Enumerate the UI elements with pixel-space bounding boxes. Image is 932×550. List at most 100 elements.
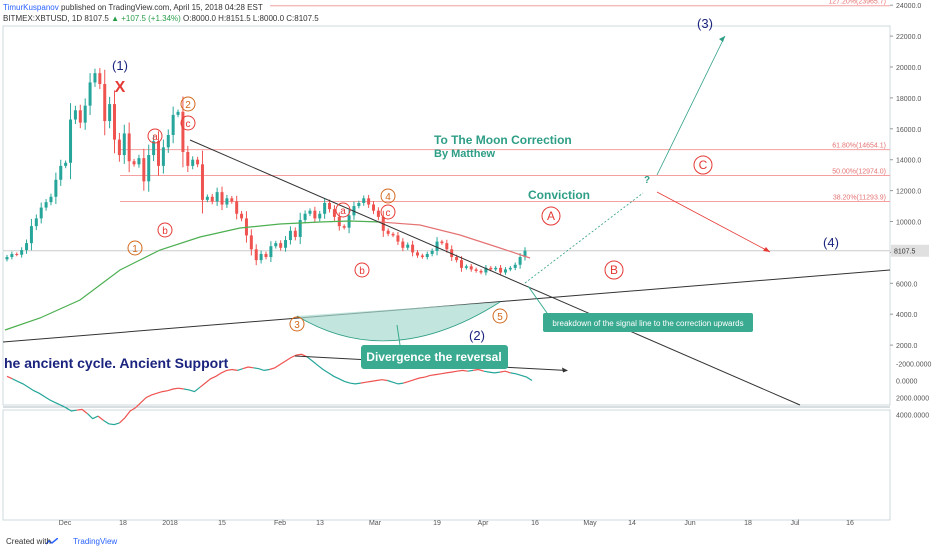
wave-label: b [162, 226, 168, 237]
candle-body [200, 164, 204, 200]
divergence-pointer [396, 324, 401, 346]
candle-body [156, 141, 160, 166]
candle-body [503, 269, 507, 273]
candle-body [376, 210, 380, 217]
candle-body [391, 233, 395, 236]
candle-body [425, 253, 429, 258]
candle-body [323, 202, 327, 214]
oscillator-line [97, 415, 104, 421]
candle-body [186, 151, 190, 166]
wave-label: c [186, 119, 191, 130]
candle-body [235, 201, 239, 214]
candle-body [254, 249, 258, 261]
wave-label-circle [693, 155, 713, 175]
candle-body [464, 266, 468, 268]
y-tick-label: 22000.0 [896, 34, 921, 41]
oscillator-line [467, 369, 474, 372]
x-tick-label: Apr [478, 520, 490, 527]
red-moving-average [379, 221, 531, 259]
wave-label-circle [354, 262, 370, 278]
candle-body [205, 196, 209, 200]
author-name[interactable]: TimurKuspanov [3, 3, 59, 12]
candle-body [225, 198, 229, 205]
candle-body [332, 209, 336, 217]
x-tick-label: 19 [433, 520, 441, 527]
created-with-text: Created with [6, 537, 51, 546]
candle-body [420, 255, 424, 258]
header-line-2: BITMEX:XBTUSD, 1D 8107.5 ▲ +107.5 (+1.34… [3, 14, 319, 23]
oscillator-line [472, 368, 484, 372]
candle-body [513, 264, 517, 268]
wave-label: 1 [132, 244, 138, 255]
arrow-head-down [763, 247, 770, 252]
y-tick-label: 2000.0 [896, 343, 918, 350]
candle-body [215, 192, 219, 202]
candle-body [127, 133, 131, 162]
candle-body [411, 244, 415, 253]
annotation-ancient-support: he ancient cycle. Ancient Support [4, 355, 229, 371]
candle-body [64, 162, 68, 166]
annotation-subtitle: By Matthew [434, 148, 496, 160]
y-tick-label: 24000.0 [896, 3, 921, 10]
wave-label-circle [147, 128, 163, 144]
tradingview-logo-icon [46, 538, 58, 545]
breakdown-pointer [527, 285, 548, 314]
candle-body [166, 134, 170, 148]
wave-label: B [610, 263, 618, 277]
fib-level-label: 38.20%(11293.9) [833, 195, 886, 202]
oscillator-line [483, 370, 500, 374]
oscillator-line [360, 379, 388, 384]
candle-body [152, 141, 156, 156]
tradingview-brand[interactable]: TradingView [73, 537, 118, 546]
candle-body [342, 226, 346, 228]
oscillator-line [269, 353, 308, 371]
descending-trendline [189, 139, 801, 406]
candle-body [386, 230, 390, 234]
x-tick-label: 14 [628, 520, 636, 527]
candle-body [484, 267, 488, 273]
candle-body [181, 111, 185, 152]
footer: Created with TradingView [6, 537, 117, 546]
annotation-title: To The Moon Correction [434, 133, 572, 147]
wave-label: 2 [185, 100, 191, 111]
projection-line-to-3 [656, 35, 726, 176]
candle-body [59, 165, 63, 180]
candle-body [230, 198, 234, 202]
candle-body [415, 252, 419, 256]
wave-label-circle [380, 188, 396, 204]
candle-body [440, 241, 444, 244]
last-price-tag [891, 244, 929, 257]
wave-label: c [386, 208, 391, 219]
osc-y-tick-label: -2000.0000 [896, 362, 932, 369]
candle-body [249, 235, 253, 250]
wave-label: (3) [697, 16, 713, 31]
arrow-head-up [719, 36, 725, 42]
candle-body [518, 257, 522, 265]
candle-body [176, 111, 180, 115]
candle-body [279, 243, 283, 248]
oscillator-line [237, 368, 243, 371]
candle-body [303, 213, 307, 220]
wave-label-circle [541, 206, 561, 226]
annotation-divergence: Divergence the reversal [366, 350, 501, 364]
candle-body [29, 226, 33, 244]
candle-body [362, 198, 366, 203]
candle-body [122, 133, 126, 156]
candle-body [479, 270, 483, 273]
wave-label-circle [335, 202, 351, 218]
candle-body [98, 73, 102, 84]
candle-body [401, 241, 405, 248]
wave-label-circle [380, 204, 396, 220]
annotation-conviction: Conviction [528, 188, 590, 202]
candle-body [274, 243, 278, 247]
symbol-label: BITMEX:XBTUSD, 1D [3, 14, 83, 23]
candle-body [259, 253, 263, 261]
candle-body [69, 119, 73, 163]
y-tick-label: 4000.0 [896, 312, 918, 319]
last-price: 8107.5 [84, 14, 109, 23]
wave-label: 5 [497, 312, 503, 323]
price-change: ▲ +107.5 (+1.34%) [111, 14, 181, 23]
wave-label: (1) [112, 58, 128, 73]
oscillator-line [306, 356, 361, 385]
